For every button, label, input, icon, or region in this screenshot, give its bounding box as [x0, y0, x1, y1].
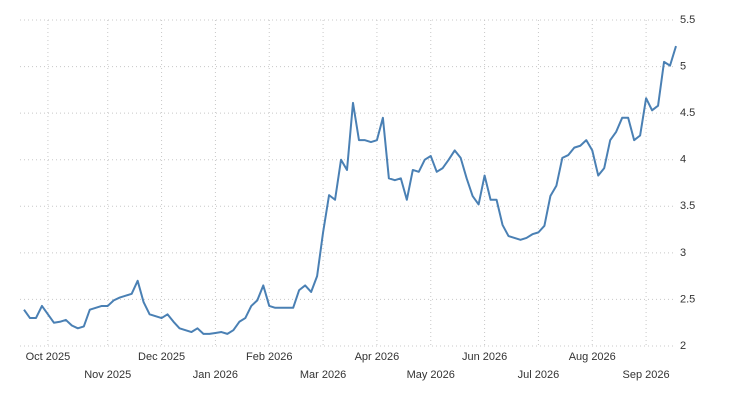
x-tick-label: Feb 2026 — [246, 351, 292, 363]
x-tick-label: Jun 2026 — [462, 351, 507, 363]
x-tick-label: Sep 2026 — [623, 369, 670, 381]
x-tick-label: Dec 2025 — [138, 351, 185, 363]
x-tick-label: Oct 2025 — [26, 351, 71, 363]
y-tick-label: 4.5 — [680, 107, 695, 119]
x-tick-label: Jan 2026 — [193, 369, 238, 381]
y-tick-label: 4 — [680, 154, 686, 166]
x-tick-label: Jul 2026 — [518, 369, 560, 381]
x-tick-label: Nov 2025 — [84, 369, 131, 381]
y-tick-label: 5.5 — [680, 14, 695, 26]
y-tick-label: 3 — [680, 247, 686, 259]
x-tick-label: Apr 2026 — [355, 351, 400, 363]
y-tick-label: 2.5 — [680, 293, 695, 305]
y-tick-label: 5 — [680, 60, 686, 72]
x-tick-label: May 2026 — [407, 369, 455, 381]
x-tick-label: Aug 2026 — [569, 351, 616, 363]
line — [23, 45, 677, 335]
x-tick-label: Mar 2026 — [300, 369, 346, 381]
y-tick-label: 2 — [680, 340, 686, 352]
y-tick-label: 3.5 — [680, 200, 695, 212]
